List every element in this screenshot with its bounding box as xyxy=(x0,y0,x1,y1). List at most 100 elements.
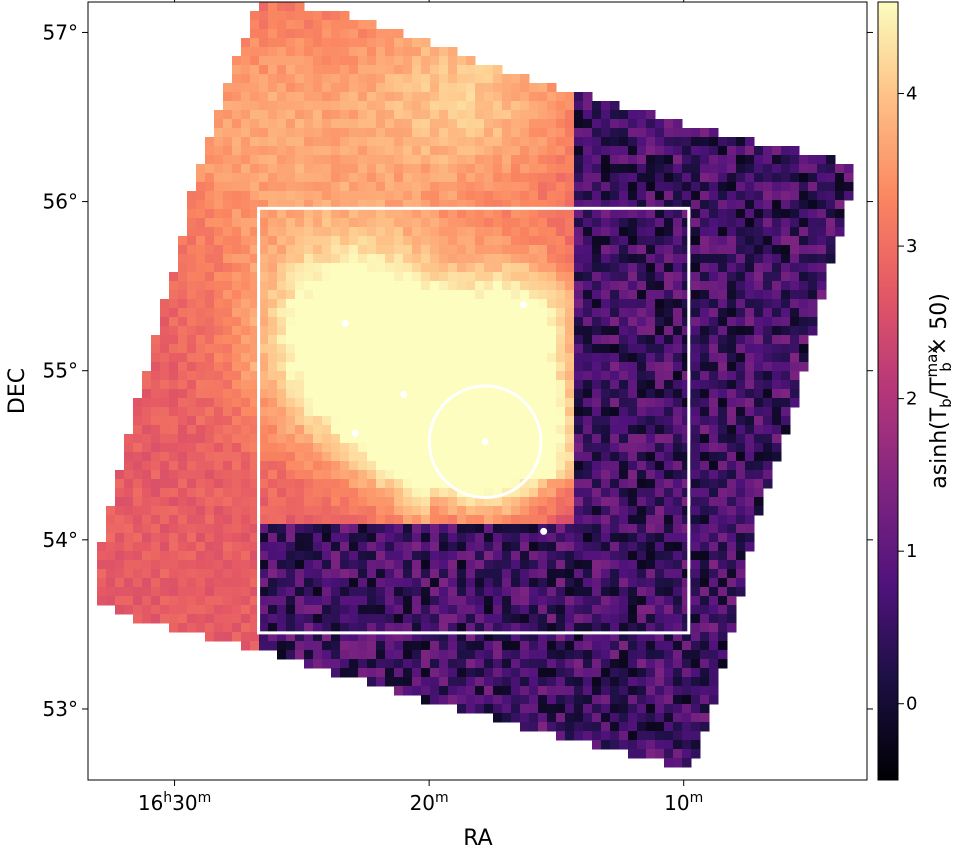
heat-cell xyxy=(736,452,746,462)
heat-cell xyxy=(610,686,620,696)
heat-cell xyxy=(565,533,575,543)
heat-cell xyxy=(385,425,395,435)
heat-cell xyxy=(268,146,278,156)
heat-cell xyxy=(619,407,629,417)
heat-cell xyxy=(349,290,359,300)
heat-cell xyxy=(691,416,701,426)
heat-cell xyxy=(259,470,269,480)
heat-cell xyxy=(619,218,629,228)
heat-cell xyxy=(205,272,215,282)
heat-cell xyxy=(376,209,386,219)
heat-cell xyxy=(556,110,566,120)
heat-cell xyxy=(358,74,368,84)
heat-cell xyxy=(286,155,296,165)
heat-cell xyxy=(511,488,521,498)
heat-cell xyxy=(457,470,467,480)
heat-cell xyxy=(106,506,116,516)
heat-cell xyxy=(358,20,368,30)
heat-cell xyxy=(709,380,719,390)
heat-cell xyxy=(700,623,710,633)
heat-cell xyxy=(439,182,449,192)
heat-cell xyxy=(205,209,215,219)
heat-cell xyxy=(610,317,620,327)
heat-cell xyxy=(115,515,125,525)
heat-cell xyxy=(664,578,674,588)
heat-cell xyxy=(655,461,665,471)
heat-cell xyxy=(628,137,638,147)
heat-cell xyxy=(349,254,359,264)
heat-cell xyxy=(502,344,512,354)
heat-cell xyxy=(439,344,449,354)
heat-cell xyxy=(304,515,314,525)
heat-cell xyxy=(538,488,548,498)
heat-cell xyxy=(718,560,728,570)
heat-cell xyxy=(214,326,224,336)
heat-cell xyxy=(592,290,602,300)
y-tick-label: 56° xyxy=(43,190,78,214)
heat-cell xyxy=(151,407,161,417)
heat-cell xyxy=(322,650,332,660)
heat-cell xyxy=(754,326,764,336)
heat-cell xyxy=(421,290,431,300)
heat-cell xyxy=(664,524,674,534)
heat-cell xyxy=(439,416,449,426)
heat-cell xyxy=(529,380,539,390)
heat-cell xyxy=(610,425,620,435)
heat-cell xyxy=(673,371,683,381)
heat-cell xyxy=(655,371,665,381)
heat-cell xyxy=(367,236,377,246)
heat-cell xyxy=(547,137,557,147)
heat-cell xyxy=(583,425,593,435)
heat-cell xyxy=(268,137,278,147)
heat-cell xyxy=(340,182,350,192)
heat-cell xyxy=(133,461,143,471)
heat-cell xyxy=(376,119,386,129)
heat-cell xyxy=(664,587,674,597)
heat-cell xyxy=(106,542,116,552)
heat-cell xyxy=(529,605,539,615)
heat-cell xyxy=(331,335,341,345)
heat-cell xyxy=(349,533,359,543)
heat-cell xyxy=(691,209,701,219)
heat-cell xyxy=(358,317,368,327)
heat-cell xyxy=(241,155,251,165)
heat-cell xyxy=(358,92,368,102)
heat-cell xyxy=(394,137,404,147)
heat-cell xyxy=(754,290,764,300)
heat-cell xyxy=(457,479,467,489)
heat-cell xyxy=(655,173,665,183)
heat-cell xyxy=(709,425,719,435)
heat-cell xyxy=(448,587,458,597)
heat-cell xyxy=(358,407,368,417)
heat-cell xyxy=(331,209,341,219)
heat-cell xyxy=(421,641,431,651)
heat-cell xyxy=(286,380,296,390)
heat-cell xyxy=(286,560,296,570)
heat-cell xyxy=(367,425,377,435)
heat-cell xyxy=(412,371,422,381)
heat-cell xyxy=(286,587,296,597)
heat-cell xyxy=(520,83,530,93)
heat-cell xyxy=(691,461,701,471)
heat-cell xyxy=(628,452,638,462)
heat-cell xyxy=(673,722,683,732)
heat-cell xyxy=(745,155,755,165)
heat-cell xyxy=(565,488,575,498)
heat-cell xyxy=(556,290,566,300)
heat-cell xyxy=(223,632,233,642)
heat-cell xyxy=(520,263,530,273)
heat-cell xyxy=(727,137,737,147)
y-tick-label: 54° xyxy=(43,528,78,552)
heat-cell xyxy=(394,227,404,237)
heat-cell xyxy=(583,218,593,228)
heat-cell xyxy=(547,119,557,129)
heat-cell xyxy=(574,641,584,651)
heat-cell xyxy=(700,155,710,165)
heat-cell xyxy=(241,632,251,642)
heat-cell xyxy=(412,443,422,453)
heat-cell xyxy=(232,128,242,138)
heat-cell xyxy=(520,110,530,120)
heat-cell xyxy=(619,416,629,426)
heat-cell xyxy=(223,524,233,534)
